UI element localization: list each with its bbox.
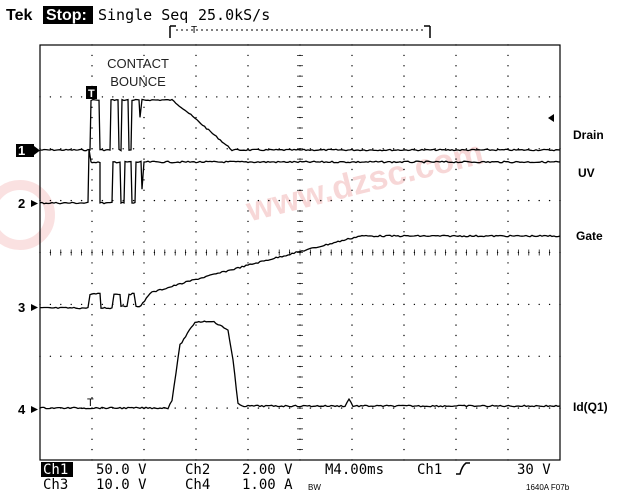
trigger-marker-ch4: T	[87, 397, 94, 409]
ch4-label: Ch4	[185, 477, 210, 493]
channel-marker-3: 3	[18, 300, 38, 315]
svg-text:4: 4	[18, 402, 26, 417]
screen-border	[39, 44, 561, 461]
svg-text:3: 3	[18, 300, 25, 315]
acq-mode: Single Seq	[98, 6, 188, 24]
sample-rate: 25.0kS/s	[198, 6, 270, 24]
timebase: M4.00ms	[325, 462, 384, 478]
waveform-traces	[39, 98, 561, 410]
trigger-level-arrow	[548, 114, 554, 122]
trace-gate	[40, 234, 561, 310]
watermark-logo	[0, 180, 55, 250]
acq-state: Stop:	[46, 7, 87, 24]
svg-text:1: 1	[18, 143, 25, 158]
ch2-scale: 2.00 V	[242, 462, 293, 478]
ch1-scale: 50.0 V	[96, 462, 147, 478]
ch1-label: Ch1	[43, 462, 68, 478]
trigger-position-marker: T	[191, 25, 197, 36]
channel-marker-2: 2	[18, 196, 38, 211]
annotation-line-1: CONTACT	[107, 56, 169, 71]
ch2-label: Ch2	[185, 462, 210, 478]
trigger-marker-top-label: T	[88, 88, 95, 100]
trigger-marker-top	[86, 86, 97, 99]
ch1-badge	[41, 462, 73, 477]
bandwidth-limit-flag: BW	[308, 483, 321, 492]
trace-id	[39, 320, 561, 410]
ch3-scale: 10.0 V	[96, 477, 147, 493]
trigger-source: Ch1	[417, 462, 442, 478]
trace-label-uv: UV	[578, 166, 595, 180]
annotation-line-2: BOUNCE	[110, 74, 166, 89]
trigger-level: 30 V	[517, 462, 551, 478]
svg-text:www.dzsc.com: www.dzsc.com	[242, 134, 487, 230]
trace-drain	[39, 98, 561, 152]
trace-label-id: Id(Q1)	[573, 400, 608, 414]
brand-label: Tek	[6, 7, 32, 24]
trace-label-gate: Gate	[576, 229, 603, 243]
channel-marker-1: 1	[16, 143, 40, 158]
ch3-label: Ch3	[43, 477, 68, 493]
svg-text:2: 2	[18, 196, 25, 211]
trace-uv	[39, 149, 561, 205]
ch4-scale: 1.00 A	[242, 477, 293, 493]
rising-edge-icon	[456, 462, 470, 475]
stop-badge	[43, 6, 93, 24]
record-position-bar: T	[169, 25, 431, 38]
trace-label-drain: Drain	[573, 128, 604, 142]
figure-id: 1640A F07b	[526, 483, 570, 492]
channel-marker-4: 4	[18, 402, 38, 417]
